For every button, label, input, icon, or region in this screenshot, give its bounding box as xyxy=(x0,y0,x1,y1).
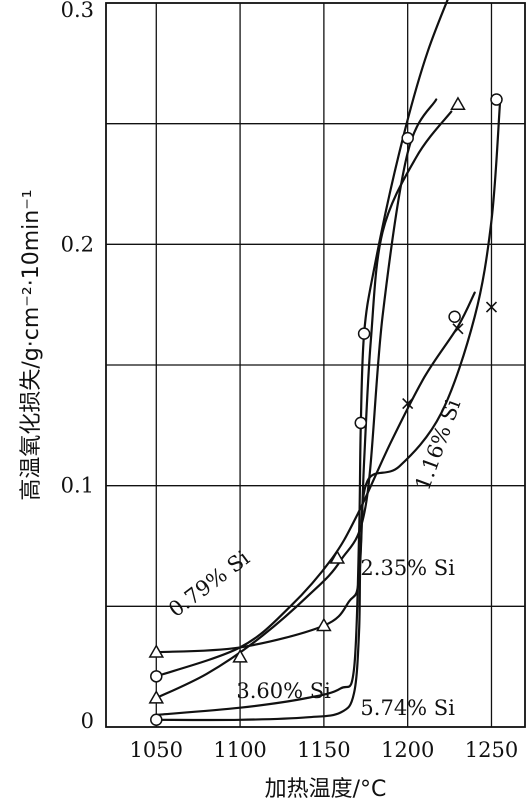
circle-marker xyxy=(150,713,163,727)
x-tick-label: 1150 xyxy=(297,738,350,762)
cross-marker xyxy=(402,398,414,410)
plot-frame xyxy=(105,2,526,728)
cross-marker xyxy=(452,323,464,335)
x-tick-label: 1100 xyxy=(213,738,266,762)
circle-marker xyxy=(448,310,461,323)
x-tick-label: 1050 xyxy=(130,738,183,762)
series-label: 2.35% Si xyxy=(360,556,455,580)
y-tick-label: 0.3 xyxy=(61,0,94,22)
y-tick-label: 0.2 xyxy=(61,232,94,256)
curve-0-79-si xyxy=(155,98,438,700)
circle-marker xyxy=(401,131,414,145)
circle-marker xyxy=(357,327,371,340)
cross-marker xyxy=(485,301,498,313)
x-tick-labels: 1050 1100 1150 1200 1250 xyxy=(130,738,519,762)
triangle-marker xyxy=(148,644,165,658)
curve-3-60-si xyxy=(155,0,449,716)
data-markers xyxy=(148,93,503,727)
triangle-marker xyxy=(232,649,248,663)
grid-lines xyxy=(106,3,525,727)
series-label: 5.74% Si xyxy=(360,696,455,720)
y-axis-label: 高温氧化损失/g·cm⁻²·10min⁻¹ xyxy=(19,189,44,500)
triangle-marker xyxy=(148,690,165,704)
circle-marker xyxy=(150,670,163,683)
triangle-marker xyxy=(329,550,346,564)
x-axis-label: 加热温度/°C xyxy=(265,777,387,802)
curve-1-16-si xyxy=(155,291,476,678)
series-label: 1.16% Si xyxy=(411,396,466,493)
x-tick-label: 1250 xyxy=(465,738,518,762)
curve-5-74-si xyxy=(155,103,501,722)
data-curves xyxy=(155,0,501,722)
triangle-marker xyxy=(450,96,466,110)
series-label: 3.60% Si xyxy=(236,679,331,703)
circle-marker xyxy=(354,416,368,430)
y-tick-label: 0.1 xyxy=(61,474,94,498)
y-tick-labels: 0 0.1 0.2 0.3 xyxy=(61,0,94,733)
y-tick-label: 0 xyxy=(81,709,94,733)
x-tick-label: 1200 xyxy=(381,738,434,762)
triangle-marker xyxy=(316,617,332,632)
circle-marker xyxy=(490,93,503,106)
